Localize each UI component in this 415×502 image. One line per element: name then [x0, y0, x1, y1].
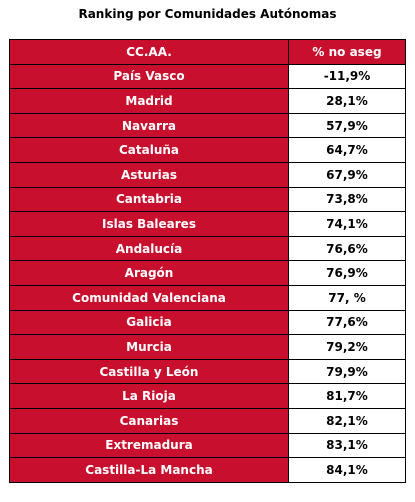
region-name-cell: Madrid — [9, 88, 289, 114]
percent-value-cell: 81,7% — [288, 383, 406, 409]
percent-value-cell: 57,9% — [288, 112, 406, 139]
region-name-cell: Castilla-La Mancha — [9, 457, 289, 483]
region-name-cell: La Rioja — [9, 383, 289, 409]
table-row: Canarias 82,1% — [9, 407, 406, 434]
region-name-cell: Cataluña — [9, 137, 289, 163]
table-row: Galicia 77,6% — [9, 309, 406, 336]
region-name-cell: Galicia — [9, 309, 289, 336]
region-name-cell: Castilla y León — [9, 358, 289, 385]
region-name-cell: Andalucía — [9, 235, 289, 262]
table-row: Castilla-La Mancha 84,1% — [9, 457, 406, 483]
percent-value-cell: 76,9% — [288, 260, 406, 286]
percent-value-cell: -11,9% — [288, 63, 406, 90]
region-name-cell: Asturias — [9, 161, 289, 188]
percent-value-cell: 28,1% — [288, 88, 406, 114]
table-row: País Vasco -11,9% — [9, 63, 406, 90]
table-row: Extremadura 83,1% — [9, 432, 406, 459]
table-row: Andalucía 76,6% — [9, 235, 406, 262]
table-body: País Vasco -11,9% Madrid 28,1% Navarra 57,9% C… — [9, 63, 406, 483]
region-name-cell: Extremadura — [9, 432, 289, 459]
percent-value-cell: 74,1% — [288, 211, 406, 237]
percent-value-cell: 82,1% — [288, 407, 406, 434]
region-name-cell: Cantabria — [9, 186, 289, 213]
percent-value-cell: 64,7% — [288, 137, 406, 163]
table-row: Aragón 76,9% — [9, 260, 406, 286]
region-name-cell: Murcia — [9, 334, 289, 360]
column-header-ccaa: CC.AA. — [9, 39, 289, 65]
table-row: Cantabria 73,8% — [9, 186, 406, 213]
percent-value-cell: 73,8% — [288, 186, 406, 213]
table-row: Madrid 28,1% — [9, 88, 406, 114]
region-name-cell: Aragón — [9, 260, 289, 286]
table-row: Islas Baleares 74,1% — [9, 211, 406, 237]
table-row: Cataluña 64,7% — [9, 137, 406, 163]
table-row: Murcia 79,2% — [9, 334, 406, 360]
page-title: Ranking por Comunidades Autónomas — [78, 7, 337, 21]
table-row: Asturias 67,9% — [9, 161, 406, 188]
region-name-cell: Comunidad Valenciana — [9, 284, 289, 311]
percent-value-cell: 79,2% — [288, 334, 406, 360]
region-name-cell: Navarra — [9, 112, 289, 139]
percent-value-cell: 83,1% — [288, 432, 406, 459]
percent-value-cell: 84,1% — [288, 457, 406, 483]
table-row: La Rioja 81,7% — [9, 383, 406, 409]
table-header-row: CC.AA. % no aseg — [9, 39, 406, 65]
table-row: Comunidad Valenciana 77, % — [9, 284, 406, 311]
ranking-table: CC.AA. % no aseg País Vasco -11,9% Madrid 2… — [9, 39, 406, 483]
region-name-cell: Islas Baleares — [9, 211, 289, 237]
percent-value-cell: 76,6% — [288, 235, 406, 262]
region-name-cell: País Vasco — [9, 63, 289, 90]
column-header-percent: % no aseg — [288, 39, 406, 65]
region-name-cell: Canarias — [9, 407, 289, 434]
table-row: Castilla y León 79,9% — [9, 358, 406, 385]
table-row: Navarra 57,9% — [9, 112, 406, 139]
percent-value-cell: 77, % — [288, 284, 406, 311]
percent-value-cell: 79,9% — [288, 358, 406, 385]
percent-value-cell: 67,9% — [288, 161, 406, 188]
percent-value-cell: 77,6% — [288, 309, 406, 336]
